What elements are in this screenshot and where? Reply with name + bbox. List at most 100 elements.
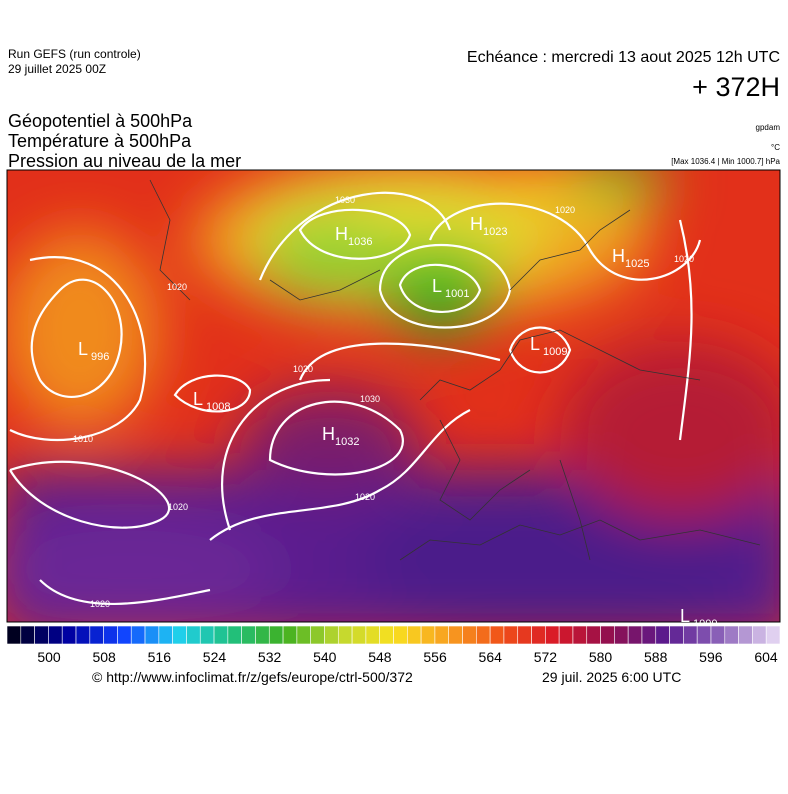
colorbar-swatch <box>393 625 408 645</box>
pressure-center-letter: H <box>470 214 483 234</box>
colorbar-swatch <box>503 625 519 645</box>
colorbar-swatch <box>627 625 643 645</box>
colorbar-swatch <box>558 625 574 645</box>
unit: gpdam <box>756 123 781 132</box>
colorbar-swatch <box>724 625 739 645</box>
colorbar-tick-label: 580 <box>589 649 613 665</box>
colorbar-swatch <box>268 625 284 645</box>
colorbar-swatch <box>379 625 394 645</box>
isobar-label: 1020 <box>167 282 187 292</box>
colorbar-swatch <box>517 625 532 645</box>
map <box>7 170 780 622</box>
colorbar-tick-label: 596 <box>699 649 723 665</box>
colorbar-swatch <box>117 625 132 645</box>
colorbar-swatch <box>103 625 118 645</box>
layer-title: Géopotentiel à 500hPa <box>8 111 193 131</box>
isobar-label: 1020 <box>355 492 375 502</box>
colorbar-swatch <box>407 625 422 645</box>
colorbar-swatch <box>130 625 146 645</box>
pressure-center-letter: L <box>78 339 88 359</box>
source-url: © http://www.infoclimat.fr/z/gefs/europe… <box>92 669 413 685</box>
pressure-center-value: 1036 <box>348 236 372 248</box>
lead-time: + 372H <box>692 72 780 102</box>
colorbar-swatch <box>255 625 270 645</box>
pressure-center-letter: H <box>322 424 335 444</box>
colorbar-swatch <box>641 625 657 645</box>
colorbar-swatch <box>6 625 22 645</box>
colorbar-swatch <box>199 625 215 645</box>
colorbar-tick-label: 516 <box>148 649 172 665</box>
colorbar-swatch <box>61 625 77 645</box>
map-frame <box>6 169 781 623</box>
isobar-label: 1030 <box>335 195 355 205</box>
isobar-label: 1030 <box>360 394 380 404</box>
colorbar-tick-label: 540 <box>313 649 337 665</box>
isobar-label: 1020 <box>293 364 313 374</box>
colorbar-swatch <box>186 625 201 645</box>
colorbar-swatch <box>738 625 753 645</box>
pressure-center-value: 1032 <box>335 436 359 448</box>
colorbar-swatch <box>696 625 712 645</box>
colorbar-swatch <box>89 625 104 645</box>
pressure-center-letter: H <box>612 246 625 266</box>
colorbar-tick-label: 532 <box>258 649 282 665</box>
layer-title: Pression au niveau de la mer <box>8 151 241 171</box>
colorbar-swatch <box>75 625 91 645</box>
colorbar-swatch <box>365 625 380 645</box>
colorbar-swatch <box>614 625 629 645</box>
colorbar-swatch <box>683 625 698 645</box>
pressure-center-value: 1009 <box>543 346 567 358</box>
colorbar-swatch <box>462 625 477 645</box>
colorbar-swatch <box>351 625 367 645</box>
colorbar-swatch <box>655 625 670 645</box>
unit: °C <box>771 143 780 152</box>
colorbar-swatch <box>476 625 491 645</box>
isobar-label: 1020 <box>90 599 110 609</box>
echeance: Echéance : mercredi 13 aout 2025 12h UTC <box>467 49 780 66</box>
isobar-label: 1020 <box>674 254 694 264</box>
colorbar-swatch <box>144 625 160 645</box>
isobar-label: 1020 <box>168 502 188 512</box>
colorbar-tick-label: 572 <box>534 649 558 665</box>
colorbar-swatch <box>545 625 560 645</box>
colorbar-tick-label: 588 <box>644 649 668 665</box>
colorbar-swatch <box>48 625 63 645</box>
colorbar-swatch <box>434 625 450 645</box>
colorbar-swatch <box>296 625 311 645</box>
pressure-center-letter: L <box>432 276 442 296</box>
colorbar-swatch <box>282 625 298 645</box>
colorbar-swatch <box>448 625 463 645</box>
colorbar-swatch <box>324 625 339 645</box>
layer-title: Température à 500hPa <box>8 131 192 151</box>
colorbar-swatch <box>337 625 353 645</box>
colorbar-swatch <box>34 625 49 645</box>
colorbar-swatch <box>531 625 546 645</box>
pressure-center-value: 1025 <box>625 258 649 270</box>
isobar-label: 1010 <box>73 434 93 444</box>
run-time: 29 juil. 2025 6:00 UTC <box>542 669 681 685</box>
pressure-center-letter: H <box>335 224 348 244</box>
colorbar-swatch <box>586 625 601 645</box>
colorbar-swatch <box>420 625 436 645</box>
colorbar-swatch <box>489 625 505 645</box>
run-label: Run GEFS (run controle) <box>8 47 141 61</box>
pressure-center-value: 1001 <box>445 288 469 300</box>
colorbar-swatch <box>310 625 325 645</box>
colorbar-swatch <box>752 625 767 645</box>
colorbar-swatch <box>669 625 684 645</box>
colorbar-swatch <box>227 625 242 645</box>
colorbar-tick-label: 524 <box>203 649 227 665</box>
colorbar-swatch <box>710 625 726 645</box>
pressure-center-value: 1008 <box>206 401 230 413</box>
colorbar-swatch <box>158 625 173 645</box>
colorbar-swatch <box>572 625 588 645</box>
colorbar-tick-label: 604 <box>754 649 778 665</box>
pressure-center-value: 1023 <box>483 226 507 238</box>
isobar-label: 1020 <box>555 205 575 215</box>
colorbar-swatch <box>20 625 35 645</box>
colorbar-tick-label: 500 <box>37 649 61 665</box>
run-date: 29 juillet 2025 00Z <box>8 62 106 76</box>
colorbar-swatch <box>600 625 615 645</box>
colorbar-swatch <box>241 625 256 645</box>
